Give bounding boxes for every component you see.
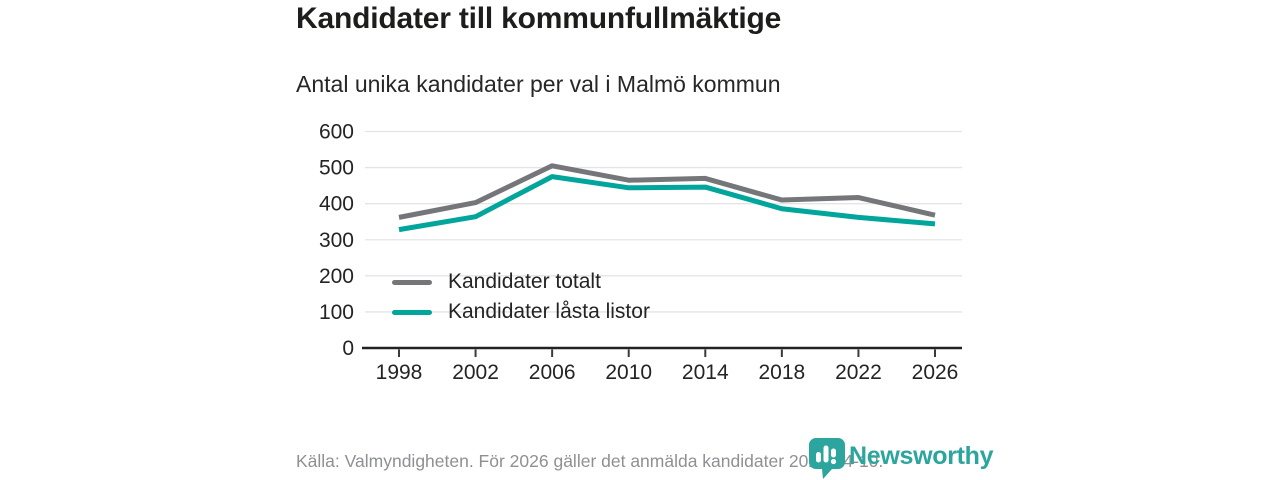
y-tick-label: 200 bbox=[319, 265, 354, 288]
newsworthy-icon bbox=[809, 438, 845, 479]
x-tick-label: 2014 bbox=[682, 361, 729, 384]
line-chart-canvas: 1998 2002 2006 2010 2014 2018 2022 2026 0 100 200 3… bbox=[319, 121, 962, 384]
chart-title: Kandidater till kommunfullmäktige bbox=[296, 2, 782, 35]
series-line-1 bbox=[398, 174, 936, 233]
newsworthy-wordmark: Newsworthy bbox=[849, 442, 994, 470]
legend-label-locked-lists: Kandidater låsta listor bbox=[448, 300, 650, 323]
chart-legend: Kandidater totalt Kandidater låsta listo… bbox=[392, 267, 650, 327]
x-tick-label: 1998 bbox=[376, 361, 423, 384]
legend-label-total: Kandidater totalt bbox=[448, 270, 601, 293]
series-line-0 bbox=[398, 163, 936, 220]
x-tick-label: 2018 bbox=[758, 361, 805, 384]
legend-swatch-total bbox=[392, 279, 432, 285]
y-tick-label: 300 bbox=[319, 229, 354, 252]
legend-item-locked-lists: Kandidater låsta listor bbox=[392, 297, 650, 327]
line-chart: 1998 2002 2006 2010 2014 2018 2022 2026 0 100 200 3… bbox=[300, 113, 980, 388]
x-tick-label: 2006 bbox=[529, 361, 576, 384]
legend-item-total: Kandidater totalt bbox=[392, 267, 650, 297]
chart-subtitle: Antal unika kandidater per val i Malmö k… bbox=[296, 71, 781, 97]
y-tick-label: 600 bbox=[319, 121, 354, 144]
x-tick-label: 2010 bbox=[605, 361, 652, 384]
y-tick-label: 100 bbox=[319, 301, 354, 324]
newsworthy-logo: Newsworthy bbox=[808, 438, 994, 480]
y-tick-label: 400 bbox=[319, 193, 354, 216]
y-tick-label: 500 bbox=[319, 157, 354, 180]
x-tick-label: 2026 bbox=[912, 361, 959, 384]
x-tick-label: 2022 bbox=[835, 361, 882, 384]
x-tick-label: 2002 bbox=[452, 361, 499, 384]
source-note: Källa: Valmyndigheten. För 2026 gäller d… bbox=[296, 451, 884, 471]
legend-swatch-locked-lists bbox=[392, 309, 432, 315]
y-tick-label: 0 bbox=[342, 337, 354, 360]
